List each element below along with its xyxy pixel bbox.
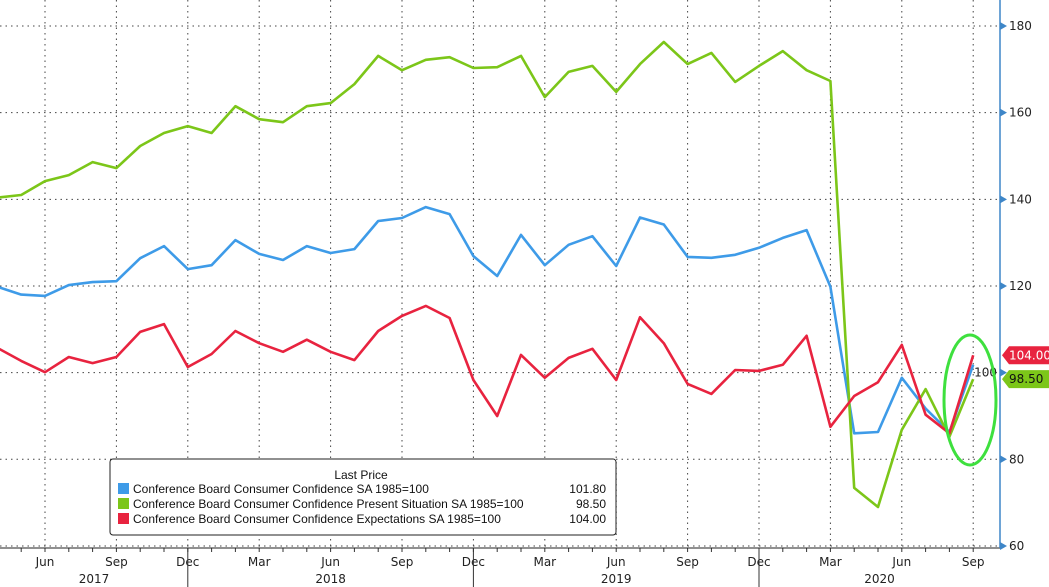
x-tick-label: Mar [533,555,556,569]
legend-swatch [118,483,129,494]
x-tick-label: Sep [676,555,699,569]
legend-swatch [118,513,129,524]
year-label: 2020 [864,572,895,586]
x-tick-label: Mar [819,555,842,569]
legend: Last Price Conference Board Consumer Con… [109,458,617,536]
y-tick-label: 60 [1009,539,1024,553]
y-tick-label: 100 [974,366,997,380]
x-tick-label: Mar [248,555,271,569]
y-tick-mark [1000,108,1007,117]
y-tick-mark [1000,281,1007,290]
y-tick-label: 80 [1009,452,1024,466]
x-tick-label: Jun [320,555,340,569]
legend-title: Last Price [334,468,388,482]
legend-series-name: Conference Board Consumer Confidence SA … [133,482,429,496]
x-tick-label: Jun [891,555,911,569]
y-tick-label: 180 [1009,19,1032,33]
last-value-tag [1002,346,1049,365]
year-label: 2019 [601,572,632,586]
legend-series-name: Conference Board Consumer Confidence Exp… [133,512,501,526]
highlight-ellipse [942,333,998,467]
y-tick-mark [1000,195,1007,204]
legend-box [109,458,617,536]
year-label: 2018 [315,572,346,586]
x-tick-label: Sep [105,555,128,569]
series-line [0,304,975,435]
y-tick-mark [1000,455,1007,464]
series-line [0,205,975,435]
x-tick-label: Sep [962,555,985,569]
legend-swatch [118,498,129,509]
last-value-tag [1002,370,1049,389]
series-lines [0,40,975,509]
x-tick-label: Jun [606,555,626,569]
y-tick-mark [1000,541,1007,550]
last-value-tags: 104.00 98.50 [1002,346,1049,389]
x-tick-label: Sep [391,555,414,569]
y-tick-label: 160 [1009,106,1032,120]
legend-last-value: 98.50 [576,497,606,511]
last-value-tag-label: 98.50 [1009,372,1043,386]
y-tick-label: 120 [1009,279,1032,293]
legend-last-value: 104.00 [569,512,606,526]
y-tick-mark [1000,22,1007,30]
legend-last-value: 101.80 [569,482,606,496]
x-tick-label: Jun [35,555,55,569]
legend-series-name: Conference Board Consumer Confidence Pre… [133,497,524,511]
last-value-tag-label: 104.00 [1009,348,1049,362]
grid [0,0,1000,548]
series-line [0,40,975,509]
y-tick-label: 140 [1009,192,1032,206]
year-label: 2017 [79,572,110,586]
y-tick-mark [1000,368,1007,377]
